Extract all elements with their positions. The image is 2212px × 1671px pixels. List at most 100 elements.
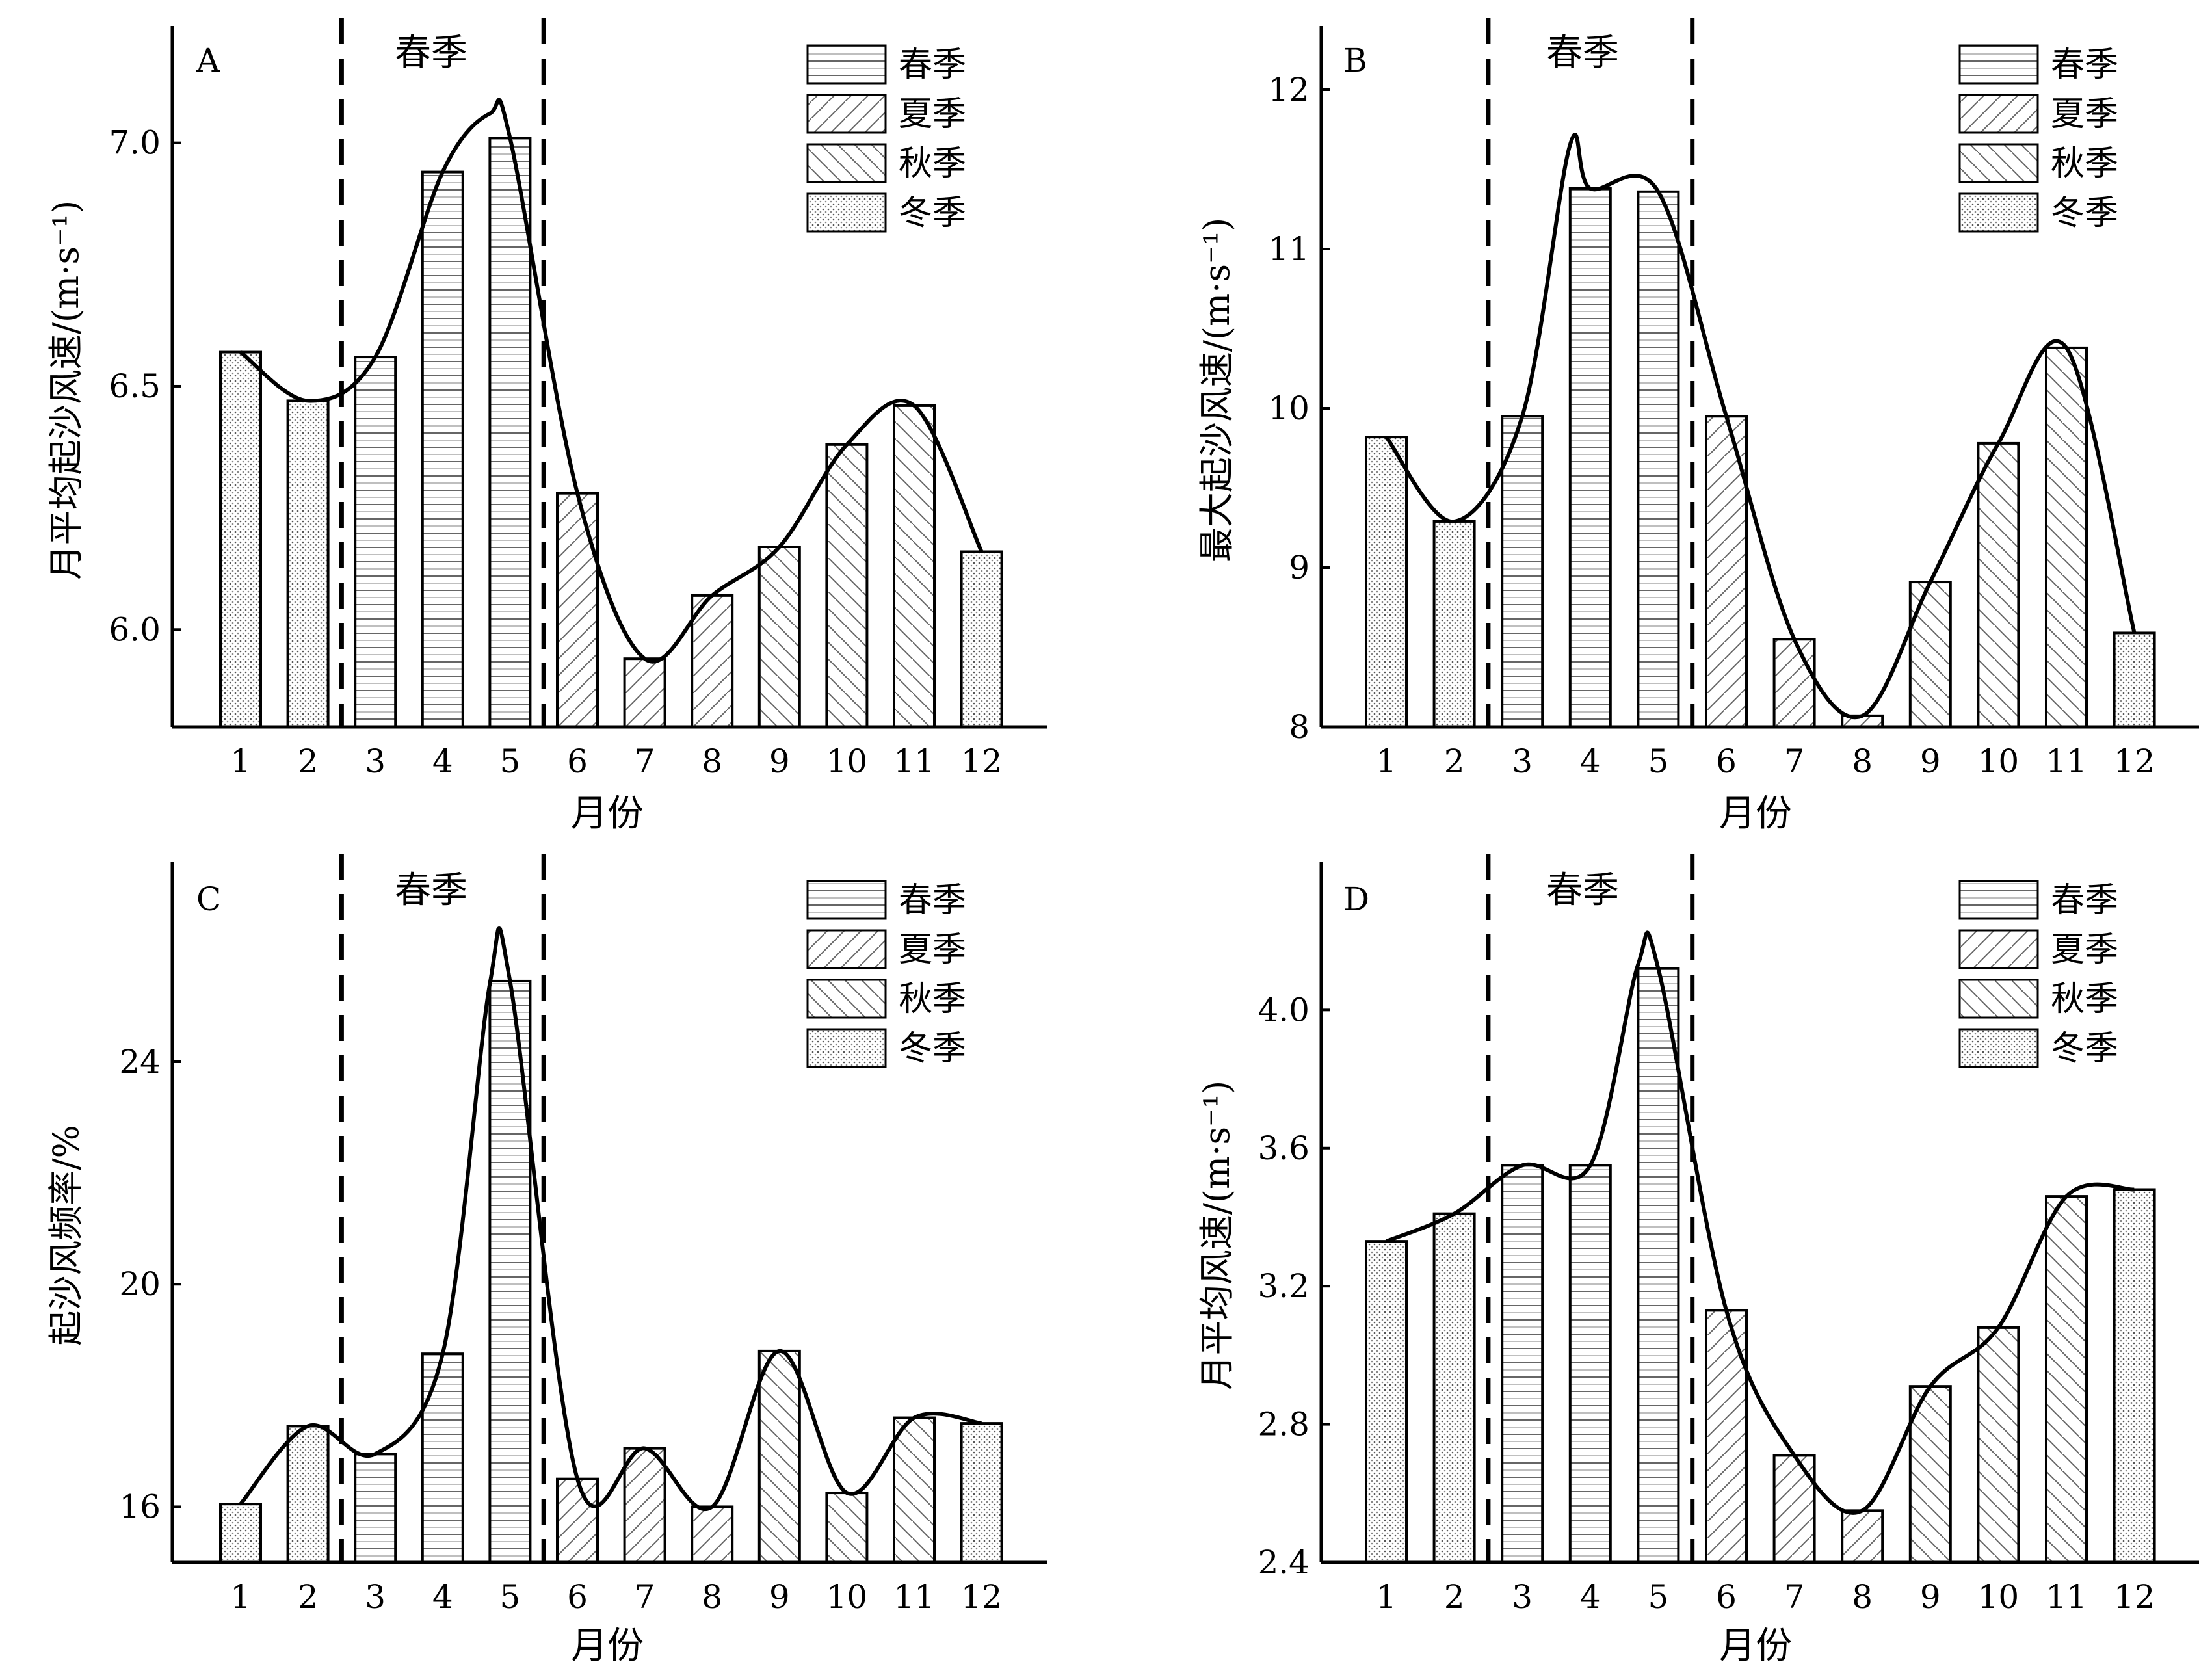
x-tick-label: 12 — [961, 1578, 1003, 1616]
x-tick-label: 1 — [230, 1578, 251, 1616]
trend-curve — [239, 98, 984, 664]
x-tick-label: 8 — [1852, 743, 1873, 780]
legend-swatch — [1958, 143, 2039, 183]
x-tick-label: 8 — [1852, 1578, 1873, 1616]
legend-swatch — [1958, 929, 2039, 969]
x-tick-label: 4 — [432, 743, 453, 780]
bar-month-8 — [691, 594, 734, 728]
bars — [219, 979, 1003, 1564]
spring-region-label: 春季 — [1546, 32, 1619, 74]
y-tick-label: 2.8 — [1257, 1406, 1310, 1443]
x-tick-label: 2 — [298, 743, 319, 780]
bar-month-11 — [893, 1416, 936, 1564]
axes — [170, 862, 1047, 1564]
legend-label: 冬季 — [2051, 194, 2118, 233]
bar-month-7 — [623, 1447, 666, 1564]
x-tick-label: 2 — [1444, 743, 1465, 780]
legend-label: 秋季 — [899, 980, 966, 1019]
y-tick-labels: 16 20 24 — [119, 1043, 181, 1525]
x-axis-label: 月份 — [1719, 1625, 1792, 1667]
legend-label: 夏季 — [899, 95, 966, 134]
x-tick-label: 3 — [365, 743, 386, 780]
x-tick-label: 1 — [1376, 1578, 1397, 1616]
chart-panel-a: A 6.06.57.0 1 2 3 4 5 6 7 8 9 10 11 12 春季 春季夏季秋季冬季 … — [46, 18, 1047, 835]
x-tick-label: 10 — [1978, 743, 2020, 780]
panel-label: C — [196, 880, 221, 918]
x-tick-label: 5 — [499, 743, 520, 780]
spring-region-label: 春季 — [1546, 869, 1619, 912]
bar-month-5 — [488, 979, 532, 1564]
bar-month-8 — [691, 1505, 734, 1564]
bars — [1365, 967, 2156, 1564]
x-tick-label: 11 — [2046, 743, 2087, 780]
legend-swatch — [1958, 94, 2039, 134]
panel-label: D — [1343, 880, 1369, 918]
x-tick-label: 3 — [1512, 1578, 1533, 1616]
legend-label: 夏季 — [899, 930, 966, 969]
bar-month-3 — [1501, 415, 1544, 728]
y-tick-label: 20 — [119, 1265, 161, 1303]
x-tick-label: 12 — [2114, 743, 2155, 780]
y-tick-label: 2.4 — [1257, 1544, 1310, 1581]
y-tick-label: 10 — [1268, 389, 1310, 427]
y-tick-labels: 2.4 2.8 3.2 3.6 4.0 — [1257, 991, 1330, 1581]
bar-month-5 — [1637, 190, 1680, 728]
x-tick-labels: 1 2 3 4 5 6 7 8 9 10 11 12 — [230, 743, 1002, 780]
x-tick-label: 4 — [432, 1578, 453, 1616]
bar-month-9 — [757, 1349, 801, 1564]
panel-label: A — [196, 42, 220, 79]
legend-label: 冬季 — [899, 194, 966, 233]
x-tick-label: 6 — [567, 1578, 588, 1616]
y-tick-label: 3.6 — [1257, 1129, 1310, 1167]
bar-month-12 — [2113, 1188, 2156, 1564]
x-tick-label: 12 — [2114, 1578, 2155, 1616]
x-tick-label: 5 — [1648, 743, 1668, 780]
bar-month-4 — [1568, 1164, 1612, 1564]
y-tick-label: 24 — [119, 1043, 161, 1081]
x-tick-label: 5 — [1648, 1578, 1668, 1616]
y-tick-label: 9 — [1289, 549, 1310, 586]
axes — [1319, 26, 2199, 729]
y-axis-label: 月平均起沙风速/(m·s⁻¹) — [46, 200, 86, 581]
bar-month-5 — [1637, 967, 1680, 1564]
bar-month-2 — [286, 1425, 330, 1564]
bar-month-12 — [960, 550, 1003, 728]
legend-swatch — [806, 880, 887, 920]
bar-month-11 — [2045, 1195, 2088, 1564]
axes — [1319, 862, 2199, 1564]
legend-label: 秋季 — [2051, 144, 2118, 183]
legend-swatch — [806, 44, 887, 85]
legend-swatch — [806, 192, 887, 233]
legend-swatch — [1958, 979, 2039, 1019]
bars — [1365, 187, 2156, 729]
legend-swatch — [806, 94, 887, 134]
x-tick-label: 7 — [635, 743, 655, 780]
legend-label: 冬季 — [2051, 1029, 2118, 1068]
x-tick-label: 6 — [1716, 1578, 1737, 1616]
x-tick-label: 10 — [826, 1578, 868, 1616]
y-tick-label: 6.0 — [109, 611, 161, 648]
bar-month-10 — [825, 1492, 869, 1564]
spring-region-label: 春季 — [395, 32, 467, 74]
bar-month-3 — [354, 1453, 397, 1564]
axes — [170, 26, 1047, 729]
bar-month-10 — [825, 443, 869, 728]
legend-label: 春季 — [899, 46, 966, 85]
bar-month-6 — [1705, 1309, 1748, 1564]
x-tick-label: 12 — [961, 743, 1003, 780]
legend-label: 秋季 — [899, 144, 966, 183]
y-axis-label: 最大起沙风速/(m·s⁻¹) — [1196, 218, 1237, 563]
trend-curve-line — [239, 98, 984, 664]
x-tick-label: 6 — [1716, 743, 1737, 780]
legend-swatch — [806, 1028, 887, 1068]
legend-label: 秋季 — [2051, 980, 2118, 1019]
legend-label: 冬季 — [899, 1029, 966, 1068]
y-tick-label: 12 — [1268, 71, 1310, 109]
y-tick-label: 16 — [119, 1488, 161, 1525]
trend-curve — [1385, 930, 2135, 1515]
bar-month-1 — [1365, 436, 1408, 728]
legend-label: 春季 — [899, 881, 966, 920]
